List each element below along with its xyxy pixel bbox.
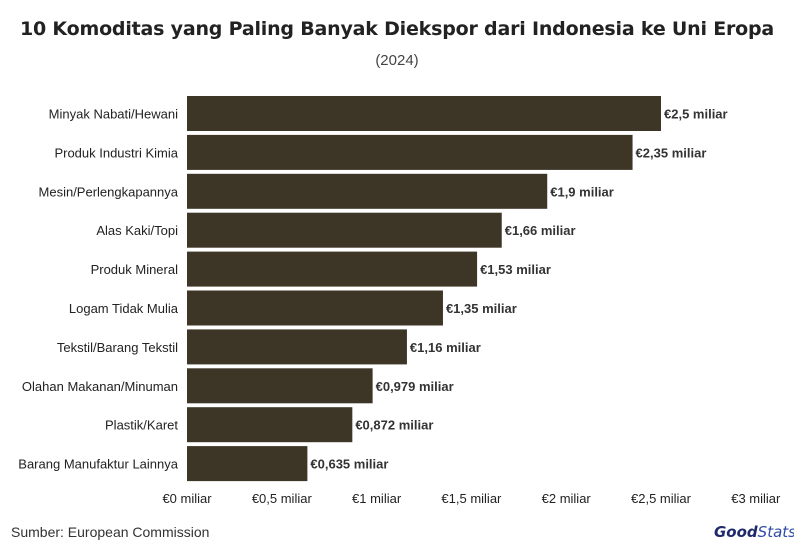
logo-stats-text: Stats [757, 523, 794, 541]
goodstats-logo: GoodStats [714, 523, 794, 541]
x-tick-label: €0 miliar [162, 491, 212, 506]
data-label: €1,35 miliar [446, 301, 517, 316]
bar [187, 251, 478, 287]
bar [187, 446, 308, 482]
bar [187, 96, 661, 131]
bar [187, 290, 443, 326]
x-tick-label: €2,5 miliar [631, 491, 692, 506]
data-label: €1,9 miliar [550, 184, 614, 199]
x-tick-label: €1,5 miliar [441, 491, 502, 506]
category-label: Minyak Nabati/Hewani [49, 107, 178, 122]
data-label: €1,53 miliar [480, 262, 551, 277]
data-label: €2,5 miliar [664, 107, 728, 122]
category-label: Barang Manufaktur Lainnya [18, 457, 178, 472]
bar [187, 212, 502, 248]
bar [187, 134, 633, 170]
bar [187, 329, 407, 365]
x-tick-label: €1 miliar [352, 491, 402, 506]
category-label: Mesin/Perlengkapannya [39, 184, 179, 199]
chart-title: 10 Komoditas yang Paling Banyak Diekspor… [19, 18, 775, 40]
category-label: Plastik/Karet [105, 418, 178, 433]
source-note: Sumber: European Commission [11, 524, 210, 540]
x-tick-label: €2 miliar [542, 491, 592, 506]
category-label: Tekstil/Barang Tekstil [57, 340, 178, 355]
category-label: Produk Mineral [91, 262, 179, 277]
x-tick-label: €3 miliar [731, 491, 781, 506]
logo-good-text: Good [714, 523, 758, 541]
data-label: €0,979 miliar [376, 379, 454, 394]
data-label: €2,35 miliar [636, 145, 707, 160]
category-label: Alas Kaki/Topi [96, 223, 178, 238]
data-label: €1,16 miliar [410, 340, 481, 355]
data-label: €0,635 miliar [310, 457, 388, 472]
x-tick-label: €0,5 miliar [252, 491, 313, 506]
bar [187, 173, 548, 209]
data-label: €1,66 miliar [505, 223, 576, 238]
chart-subtitle: (2024) [375, 52, 419, 69]
category-label: Olahan Makanan/Minuman [22, 379, 178, 394]
bar-chart: Minyak Nabati/Hewani €2,5 miliar Produk In… [18, 96, 781, 506]
bar [187, 368, 373, 404]
category-label: Logam Tidak Mulia [69, 301, 179, 316]
category-label: Produk Industri Kimia [54, 145, 178, 160]
bar [187, 407, 353, 443]
data-label: €0,872 miliar [355, 418, 433, 433]
